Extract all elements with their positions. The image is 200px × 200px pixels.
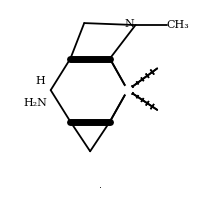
Text: H₂N: H₂N [23,98,47,108]
Text: CH₃: CH₃ [167,20,189,30]
Circle shape [123,86,132,94]
Text: .: . [99,180,102,190]
Text: H: H [35,76,45,86]
Text: N: N [125,19,134,29]
